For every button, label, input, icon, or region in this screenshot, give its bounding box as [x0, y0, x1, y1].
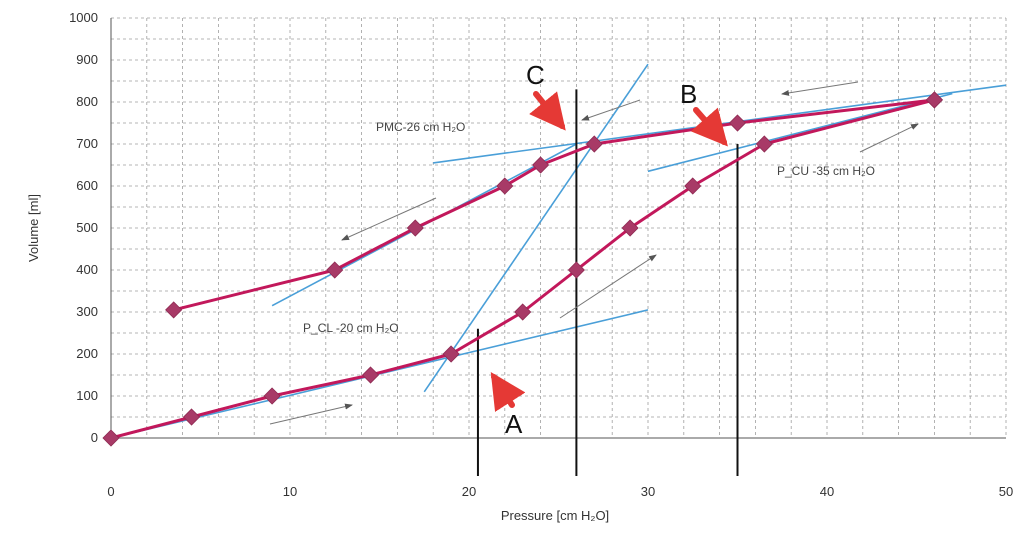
direction-arrow [559, 254, 657, 319]
tick-labels: 0 10 20 30 40 5001002003004005006007008009001… [69, 10, 1013, 499]
data-point [442, 345, 460, 363]
data-point [567, 261, 585, 279]
x-tick-label: 40 [820, 484, 834, 499]
y-tick-label: 200 [76, 346, 98, 361]
annotation-pmc: PMC-26 cm H₂O [376, 120, 465, 134]
x-tick-label: 30 [641, 484, 655, 499]
label-a: A [505, 409, 523, 439]
data-point [925, 91, 943, 109]
data-point [728, 114, 747, 132]
series-line-deflation [173, 98, 935, 312]
y-tick-label: 300 [76, 304, 98, 319]
x-tick-label: 50 [999, 484, 1013, 499]
data-point [263, 387, 281, 405]
markers [102, 91, 943, 447]
data-point [621, 219, 639, 237]
y-tick-label: 500 [76, 220, 98, 235]
arrow-b [690, 107, 728, 147]
data-point [684, 177, 702, 195]
data-point [496, 177, 514, 195]
data-point [755, 135, 773, 153]
data-point [514, 303, 532, 321]
data-point [406, 219, 424, 237]
arrow-c [529, 91, 566, 131]
y-tick-label: 900 [76, 52, 98, 67]
data-point [102, 429, 120, 447]
x-tick-label: 20 [462, 484, 476, 499]
x-tick-label: 0 [107, 484, 114, 499]
data-point [165, 301, 183, 319]
tangent-line [423, 63, 649, 393]
tangent-line [647, 92, 953, 173]
y-tick-label: 0 [91, 430, 98, 445]
axes [110, 18, 1006, 439]
direction-arrows [269, 81, 919, 425]
data-point [361, 366, 380, 384]
y-tick-label: 400 [76, 262, 98, 277]
label-c: C [526, 60, 545, 90]
annotation-pcl: P_CL -20 cm H₂O [303, 321, 399, 335]
y-axis-label: Volume [ml] [26, 194, 41, 262]
grid [110, 17, 1007, 439]
x-axis-label: Pressure [cm H₂O] [501, 508, 609, 523]
data-point [326, 261, 344, 279]
direction-arrow [859, 123, 919, 153]
annotation-pcu: P_CU -35 cm H₂O [777, 164, 875, 178]
y-tick-label: 700 [76, 136, 98, 151]
direction-arrow [341, 197, 437, 241]
direction-arrow [781, 81, 859, 96]
data-point [585, 135, 603, 153]
y-tick-label: 100 [76, 388, 98, 403]
label-b: B [680, 79, 697, 109]
data-point [532, 156, 550, 174]
y-tick-label: 800 [76, 94, 98, 109]
data-point [182, 408, 201, 426]
direction-arrow [269, 403, 353, 425]
red-arrows [490, 91, 728, 412]
y-tick-label: 600 [76, 178, 98, 193]
vertical-lines [476, 89, 739, 476]
y-tick-label: 1000 [69, 10, 98, 25]
direction-arrow [581, 99, 641, 121]
x-tick-label: 10 [283, 484, 297, 499]
arrow-a [490, 371, 526, 412]
